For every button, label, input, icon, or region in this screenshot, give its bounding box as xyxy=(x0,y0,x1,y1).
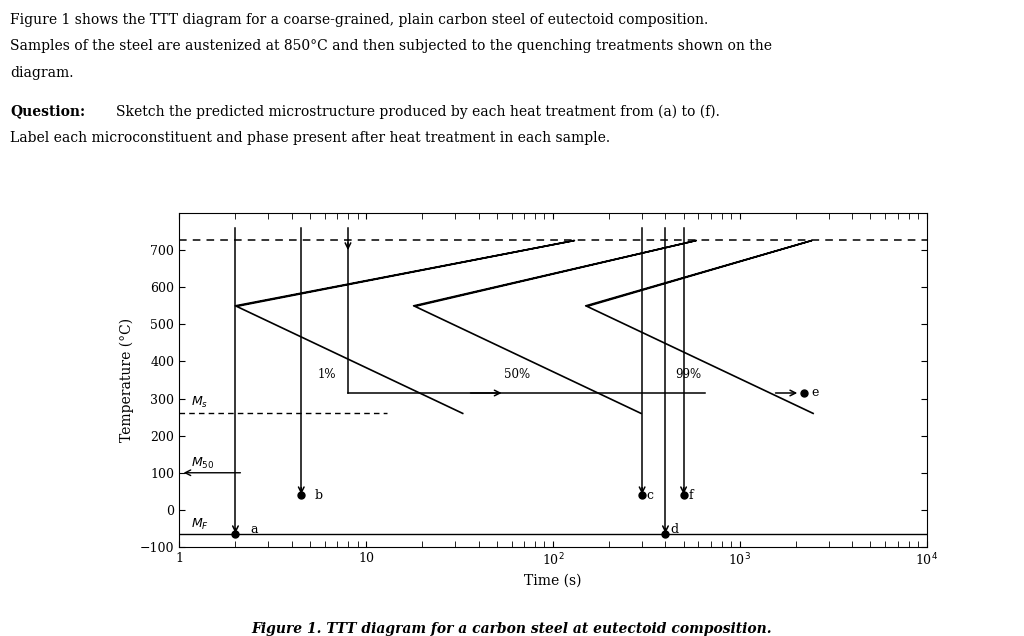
Text: 99%: 99% xyxy=(675,368,701,381)
Text: a: a xyxy=(250,523,258,536)
X-axis label: Time (s): Time (s) xyxy=(524,574,582,588)
Y-axis label: Temperature (°C): Temperature (°C) xyxy=(120,318,134,442)
Text: e: e xyxy=(811,387,818,399)
Text: c: c xyxy=(647,490,654,502)
Text: $M_{50}$: $M_{50}$ xyxy=(190,456,214,471)
Text: diagram.: diagram. xyxy=(10,66,74,80)
Text: d: d xyxy=(670,523,678,536)
Text: 1%: 1% xyxy=(317,368,336,381)
Text: Sketch the predicted microstructure produced by each heat treatment from (a) to : Sketch the predicted microstructure prod… xyxy=(116,104,720,119)
Text: Samples of the steel are austenized at 850°C and then subjected to the quenching: Samples of the steel are austenized at 8… xyxy=(10,39,772,53)
Text: $M_F$: $M_F$ xyxy=(190,517,209,532)
Text: Label each microconstituent and phase present after heat treatment in each sampl: Label each microconstituent and phase pr… xyxy=(10,131,610,145)
Text: Figure 1. TTT diagram for a carbon steel at eutectoid composition.: Figure 1. TTT diagram for a carbon steel… xyxy=(252,622,772,636)
Text: b: b xyxy=(314,490,323,502)
Text: Question:: Question: xyxy=(10,104,85,118)
Text: f: f xyxy=(688,490,693,502)
Text: 50%: 50% xyxy=(505,368,530,381)
Text: Figure 1 shows the TTT diagram for a coarse-grained, plain carbon steel of eutec: Figure 1 shows the TTT diagram for a coa… xyxy=(10,13,709,27)
Text: $M_s$: $M_s$ xyxy=(190,394,208,410)
